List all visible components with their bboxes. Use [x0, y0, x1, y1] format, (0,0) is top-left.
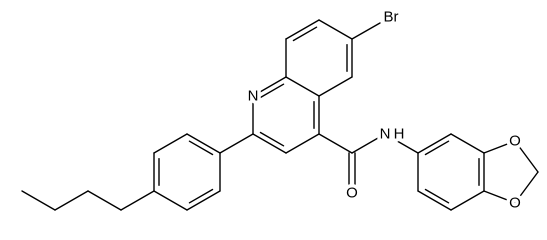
bond — [351, 22, 381, 40]
atom-label: O — [509, 133, 521, 150]
bond — [384, 133, 419, 154]
bond — [252, 76, 287, 97]
bond — [417, 190, 452, 211]
atom-label: H — [394, 126, 405, 143]
bond — [259, 83, 285, 99]
bond — [450, 190, 485, 211]
bond — [186, 190, 221, 211]
bond — [514, 171, 539, 204]
atom-label: O — [346, 185, 358, 202]
bond — [450, 133, 485, 154]
atom-label: N — [248, 88, 259, 105]
bond — [514, 140, 539, 173]
bond — [351, 133, 386, 154]
bond — [186, 133, 221, 154]
atom-label: O — [509, 195, 521, 212]
bond — [318, 133, 353, 154]
bond — [318, 76, 353, 97]
bond — [188, 188, 214, 204]
atom-label: Br — [384, 9, 399, 26]
bond — [188, 140, 214, 156]
bond — [285, 133, 320, 154]
bond — [424, 140, 450, 156]
atom-label: N — [380, 126, 391, 143]
bond — [417, 133, 452, 154]
bond — [120, 190, 155, 211]
bond — [292, 26, 318, 42]
molecule-diagram: Br N N H O O O — [21, 5, 539, 215]
bond — [285, 76, 320, 97]
bond — [252, 133, 287, 154]
bond — [153, 133, 188, 154]
bond — [54, 190, 89, 211]
bond — [483, 190, 516, 204]
bond — [259, 131, 285, 147]
bonds — [21, 19, 539, 211]
bond — [318, 19, 353, 40]
bond — [219, 133, 254, 154]
bond — [285, 19, 320, 40]
bond — [21, 190, 56, 211]
bond — [153, 190, 188, 211]
bond — [87, 190, 122, 211]
atom-labels: Br N N H O O O — [244, 5, 524, 215]
bond — [483, 140, 516, 154]
bond — [424, 188, 450, 204]
